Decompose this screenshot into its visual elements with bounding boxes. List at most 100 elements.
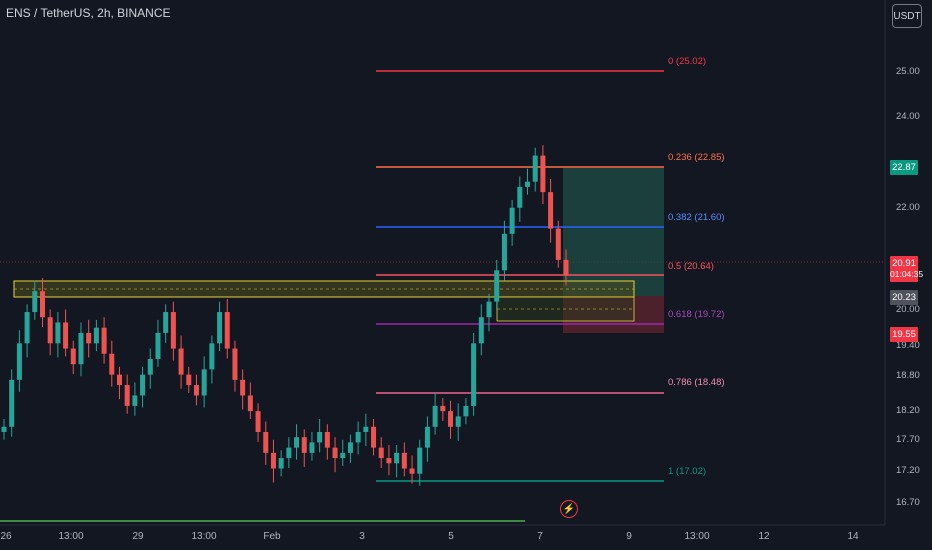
fib-label-1: 1 (17.02) (668, 466, 707, 477)
candle-body (463, 405, 469, 417)
time-tick: 3 (359, 531, 365, 542)
price-tick: 22.00 (896, 202, 920, 213)
currency-button[interactable]: USDT (892, 4, 922, 28)
candle-body (278, 458, 284, 469)
candle-body (309, 442, 315, 453)
candle-body (378, 447, 384, 459)
time-tick: 9 (626, 531, 632, 542)
time-tick: 13:00 (58, 531, 84, 542)
candle-body (448, 411, 454, 427)
lightning-icon[interactable]: ⚡ (560, 500, 578, 518)
candle-body (501, 233, 507, 271)
price-tick: 17.20 (896, 465, 920, 476)
price-tick: 18.20 (896, 405, 920, 416)
candle-body (324, 431, 330, 448)
candle-body (9, 379, 15, 427)
candle-body (517, 186, 523, 208)
time-tick: 26 (0, 531, 12, 542)
candle-body (101, 327, 107, 354)
entry-price-tag: 20.23 (890, 290, 918, 305)
candle-body (317, 431, 323, 443)
time-tick: 5 (448, 531, 454, 542)
target-zone[interactable] (563, 168, 664, 296)
candle-body (232, 348, 238, 380)
symbol-title[interactable]: ENS / TetherUS, 2h, BINANCE (6, 6, 171, 20)
candle-body (555, 228, 561, 260)
candle-body (63, 322, 69, 349)
candle-body (163, 312, 169, 333)
candle-body (132, 395, 138, 406)
time-tick: 14 (847, 531, 859, 542)
candle-body (209, 343, 215, 370)
price-tick: 19.40 (896, 340, 920, 351)
candle-body (116, 374, 122, 386)
candle-body (170, 312, 176, 349)
candle-body (16, 343, 22, 380)
candle-body (363, 426, 369, 432)
candle-body (55, 322, 61, 344)
candle-body (478, 317, 484, 344)
candle-body (417, 447, 423, 474)
candle-body (86, 332, 92, 344)
candle-body (201, 369, 207, 396)
candle-body (24, 312, 30, 344)
fib-label-0786: 0.786 (18.48) (668, 377, 725, 388)
candle-body (217, 312, 223, 344)
candle-body (471, 343, 477, 406)
candle-body (294, 437, 300, 448)
candle-body (301, 437, 307, 453)
price-tick: 25.00 (896, 66, 920, 77)
candle-body (155, 332, 161, 359)
candle-body (78, 332, 84, 365)
time-tick: 13:00 (684, 531, 710, 542)
candle-body (93, 327, 99, 344)
price-tick: 16.70 (896, 497, 920, 508)
target-price-tag: 22.87 (890, 160, 918, 175)
candle-body (255, 411, 261, 432)
candle-body (509, 207, 515, 234)
current-price-tag: 20.91 01:04:35 (890, 256, 924, 282)
candle-body (386, 458, 392, 464)
price-tick: 24.00 (896, 111, 920, 122)
candle-body (270, 452, 276, 469)
candle-body (455, 416, 461, 427)
fib-label-05: 0.5 (20.64) (668, 261, 714, 272)
candle-body (394, 452, 400, 464)
candle-body (563, 259, 569, 276)
candle-body (1, 426, 7, 432)
candlestick-series[interactable] (1, 145, 569, 486)
candle-body (140, 374, 146, 396)
time-tick: 12 (758, 531, 770, 542)
candle-body (240, 379, 246, 396)
candle-body (424, 426, 430, 448)
price-tick: 18.80 (896, 370, 920, 381)
price-tick: 20.00 (896, 304, 920, 315)
candle-body (193, 385, 199, 396)
candle-body (340, 452, 346, 459)
candle-body (332, 447, 338, 459)
fib-label-0: 0 (25.02) (668, 56, 707, 67)
fib-retracement[interactable] (376, 70, 664, 482)
bar-countdown: 01:04:35 (890, 269, 924, 279)
fib-label-0236: 0.236 (22.85) (668, 152, 725, 163)
candle-body (263, 431, 269, 453)
candle-body (409, 468, 415, 474)
candle-body (224, 312, 230, 349)
time-tick: Feb (263, 531, 281, 542)
time-tick: 29 (132, 531, 144, 542)
fib-label-0382: 0.382 (21.60) (668, 212, 725, 223)
price-tick: 17.70 (896, 434, 920, 445)
current-price-value: 20.91 (892, 258, 916, 269)
candle-body (178, 348, 184, 375)
candle-body (540, 155, 546, 193)
candle-body (494, 270, 500, 302)
candle-body (432, 405, 438, 427)
candle-body (532, 155, 538, 182)
candle-body (440, 405, 446, 412)
candle-body (347, 442, 353, 453)
candle-body (247, 395, 253, 412)
candle-body (47, 317, 53, 344)
candle-body (39, 291, 45, 318)
candle-body (525, 181, 531, 187)
